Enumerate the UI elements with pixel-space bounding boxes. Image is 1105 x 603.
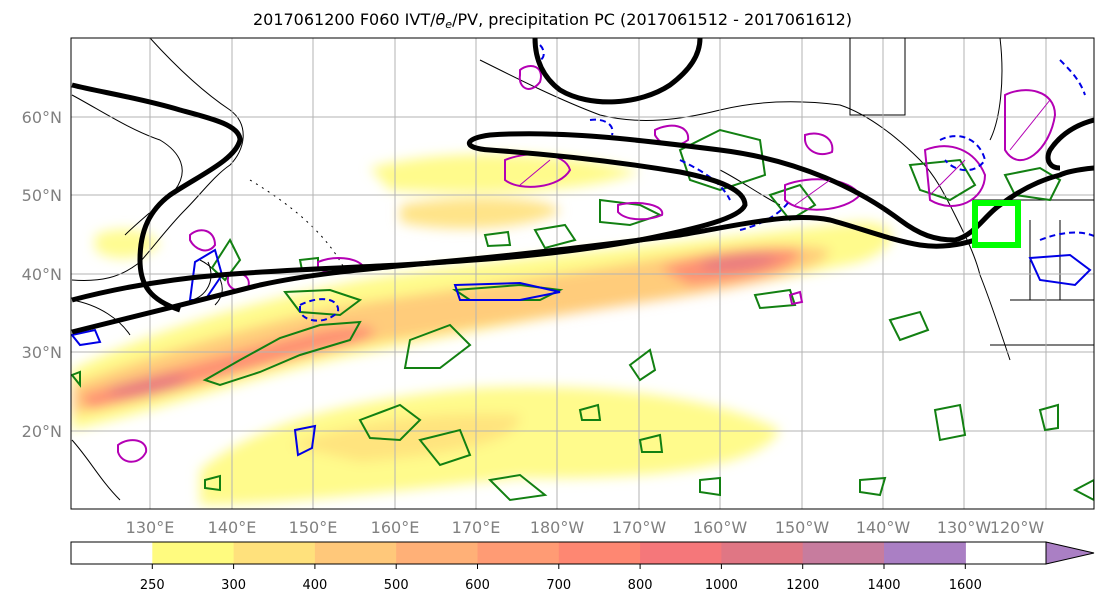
pv-hatching bbox=[519, 99, 1051, 206]
colorbar-tick-label: 600 bbox=[465, 578, 490, 593]
colorbar-tick-label: 250 bbox=[140, 578, 165, 593]
colorbar-tick-label: 1000 bbox=[705, 578, 738, 593]
lon-label: 140°W bbox=[856, 518, 911, 537]
colorbar-swatch bbox=[314, 542, 397, 564]
lat-label: 20°N bbox=[22, 422, 62, 441]
colorbar: 250 300 400 500 600 700 800 1000 1200 1400 1600 bbox=[70, 541, 1095, 593]
pv-2pvu-line bbox=[71, 38, 1094, 335]
colorbar-tick-label: 300 bbox=[221, 578, 246, 593]
colorbar-swatch bbox=[558, 542, 641, 564]
precipitation-contours bbox=[71, 128, 1094, 502]
colorbar-tick-label: 700 bbox=[546, 578, 571, 593]
coastlines bbox=[71, 38, 1094, 501]
lat-label: 40°N bbox=[22, 265, 62, 284]
longitude-labels: 130°E 140°E 150°E 160°E 170°E 180°W 170°… bbox=[126, 518, 1045, 537]
colorbar-tick-label: 500 bbox=[384, 578, 409, 593]
colorbar-swatch bbox=[71, 542, 153, 564]
colorbar-swatch bbox=[802, 542, 885, 564]
lon-label: 140°E bbox=[208, 518, 257, 537]
latitude-labels: 60°N 50°N 40°N 30°N 20°N bbox=[22, 108, 62, 441]
colorbar-swatch bbox=[640, 542, 722, 564]
lon-label: 120°W bbox=[990, 518, 1045, 537]
lon-label: 170°E bbox=[452, 518, 501, 537]
colorbar-extend-arrow bbox=[1045, 541, 1095, 565]
target-box bbox=[972, 200, 1021, 248]
ivt-shading bbox=[72, 154, 892, 505]
colorbar-swatch bbox=[884, 542, 966, 564]
lon-label: 150°W bbox=[775, 518, 830, 537]
colorbar-tick-label: 1200 bbox=[786, 578, 819, 593]
colorbar-swatch bbox=[396, 542, 479, 564]
colorbar-swatch bbox=[152, 542, 235, 564]
colorbar-swatch bbox=[721, 542, 804, 564]
colorbar-tick-label: 800 bbox=[628, 578, 653, 593]
colorbar-swatch bbox=[477, 542, 560, 564]
lon-label: 130°W bbox=[937, 518, 992, 537]
colorbar-tick-label: 1400 bbox=[867, 578, 900, 593]
lon-label: 160°E bbox=[371, 518, 420, 537]
lon-label: 180°W bbox=[530, 518, 585, 537]
lon-label: 160°W bbox=[693, 518, 748, 537]
lon-label: 150°E bbox=[289, 518, 338, 537]
lon-label: 170°W bbox=[612, 518, 667, 537]
lat-label: 60°N bbox=[22, 108, 62, 127]
lat-label: 50°N bbox=[22, 186, 62, 205]
colorbar-ticks: 250 300 400 500 600 700 800 1000 1200 1400 1600 bbox=[140, 564, 982, 593]
colorbar-swatch bbox=[233, 542, 316, 564]
map-frame bbox=[70, 37, 1095, 510]
figure-title: 2017061200 F060 IVT/θe/PV, precipitation… bbox=[252, 10, 853, 31]
map-panel bbox=[71, 38, 1094, 509]
colorbar-swatches bbox=[71, 542, 966, 564]
colorbar-tick-label: 1600 bbox=[949, 578, 982, 593]
lon-label: 130°E bbox=[126, 518, 175, 537]
lat-label: 30°N bbox=[22, 343, 62, 362]
colorbar-tick-label: 400 bbox=[302, 578, 327, 593]
